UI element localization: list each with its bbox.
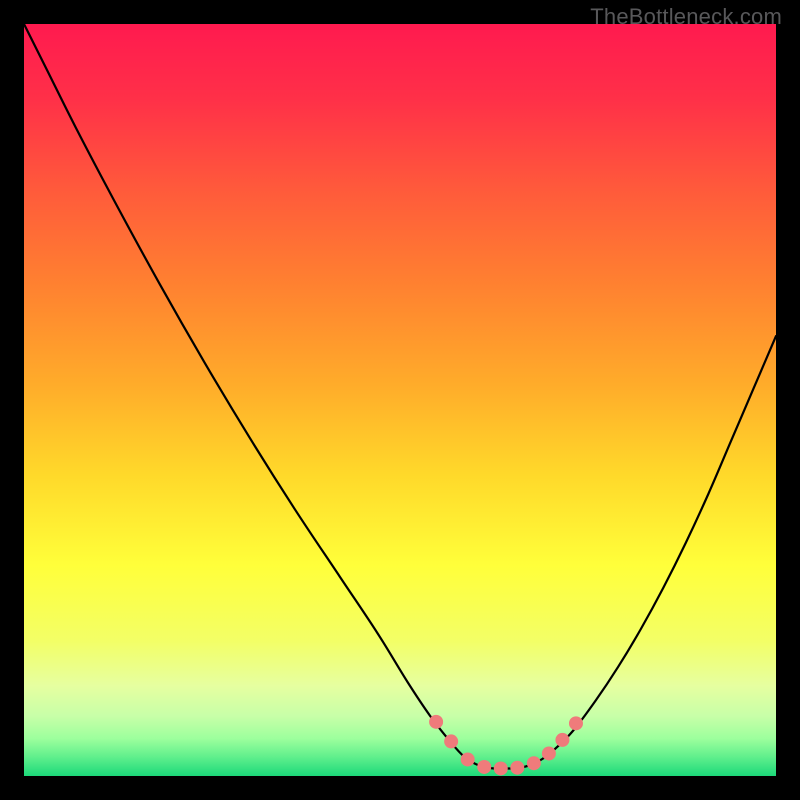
marker-dot <box>569 716 583 730</box>
marker-dot <box>542 746 556 760</box>
marker-dot <box>510 761 524 775</box>
marker-dot <box>461 752 475 766</box>
gradient-background <box>24 24 776 776</box>
bottleneck-curve-chart <box>24 24 776 776</box>
marker-dot <box>555 733 569 747</box>
plot-area <box>24 24 776 776</box>
marker-dot <box>527 756 541 770</box>
marker-dot <box>429 715 443 729</box>
marker-dot <box>494 761 508 775</box>
marker-dot <box>477 760 491 774</box>
marker-dot <box>444 734 458 748</box>
watermark-text: TheBottleneck.com <box>590 4 782 30</box>
chart-frame: TheBottleneck.com <box>0 0 800 800</box>
